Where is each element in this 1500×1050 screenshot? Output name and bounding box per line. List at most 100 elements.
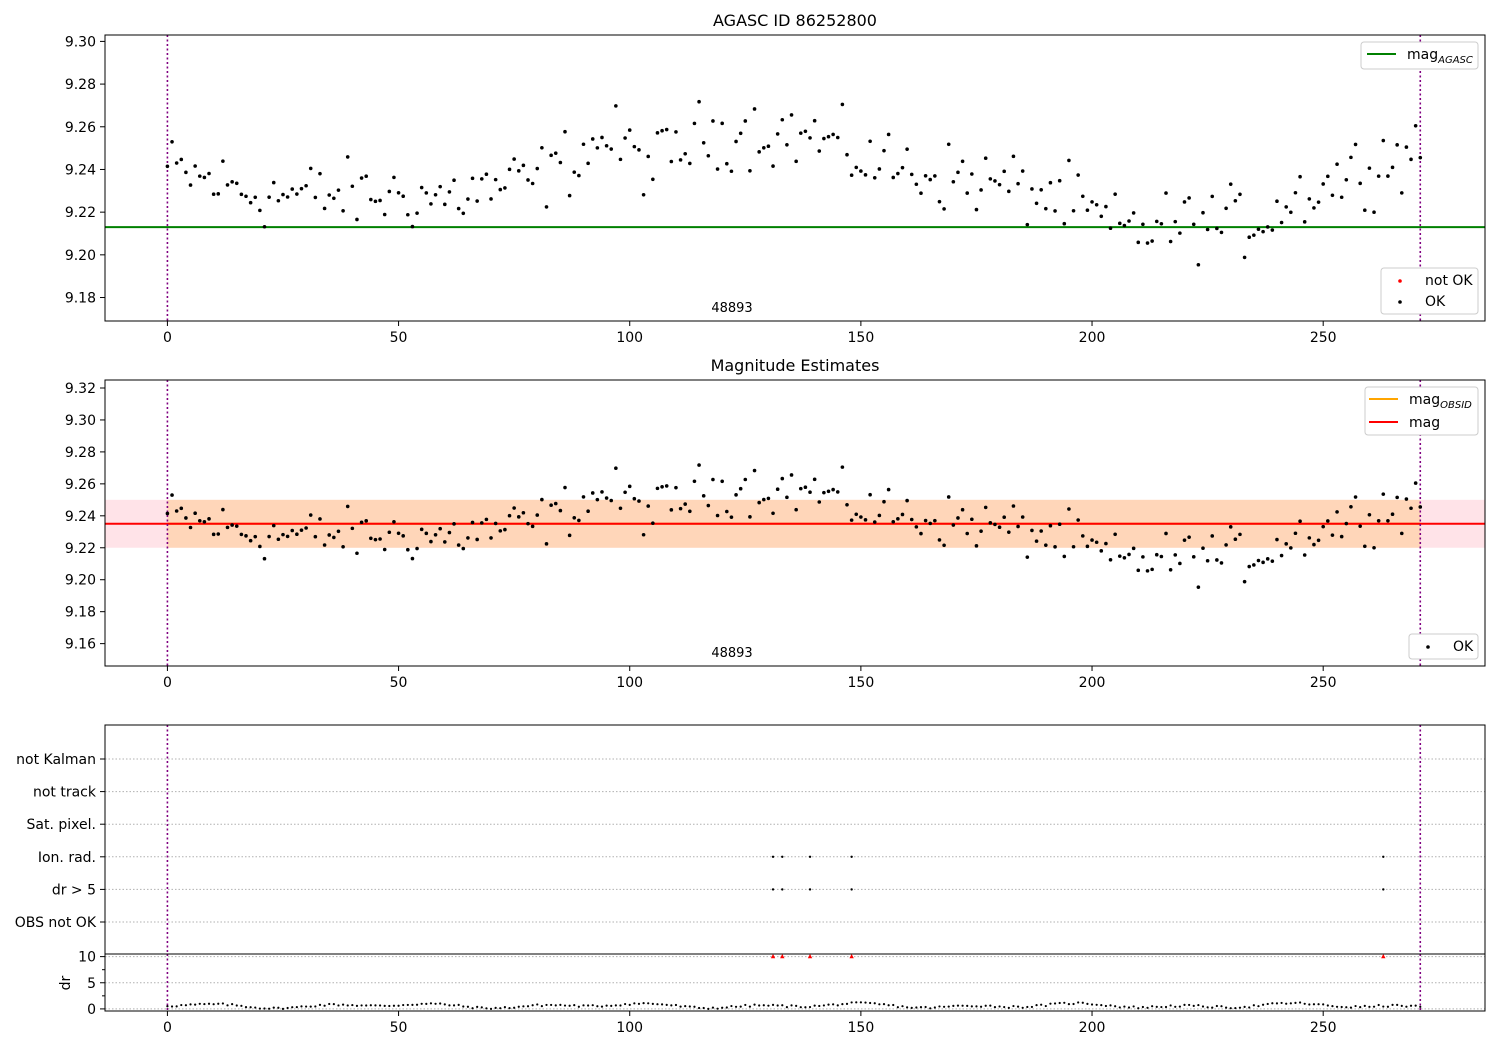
dr-clipped-marker xyxy=(849,954,854,959)
p2-ok-point xyxy=(295,532,299,537)
p2-ok-point xyxy=(1293,531,1298,536)
dr-point xyxy=(536,1003,539,1006)
p2-ytick-label-0: 9.16 xyxy=(65,637,96,653)
p2-ok-point xyxy=(350,526,355,531)
p1-ok-point xyxy=(359,176,364,180)
p1-ok-point xyxy=(1168,239,1173,244)
p2-ok-point xyxy=(345,504,350,509)
dr-point xyxy=(624,1002,627,1006)
p1-ok-point xyxy=(165,164,170,169)
p1-ok-point xyxy=(1238,192,1242,197)
dr-point xyxy=(1086,1002,1089,1005)
p1-ok-point xyxy=(859,169,863,173)
dr-point xyxy=(1317,1003,1320,1006)
p2-ok-point xyxy=(1048,523,1053,528)
p2-ok-point xyxy=(456,543,461,547)
p2-ok-point xyxy=(1187,535,1191,539)
dr-point xyxy=(341,1003,345,1006)
p1-ok-point xyxy=(600,135,604,140)
dr-point xyxy=(1271,1002,1274,1005)
p2-ok-point xyxy=(766,496,771,501)
dr-point xyxy=(305,1005,308,1008)
p1-ok-point xyxy=(669,159,674,164)
dr-point xyxy=(818,1004,821,1008)
p1-ok-point xyxy=(1215,226,1219,231)
p2-ok-point xyxy=(507,513,512,518)
legend-label-ok-2: OK xyxy=(1453,639,1474,655)
dr-point xyxy=(522,1005,525,1008)
flag-row-label: not track xyxy=(33,785,97,801)
p1-xtick-label-150: 150 xyxy=(848,330,875,346)
p1-ok-point xyxy=(831,132,835,137)
p1-ok-point xyxy=(1196,262,1201,267)
p2-ytick-label-4: 9.24 xyxy=(65,509,96,525)
p1-ok-point xyxy=(1326,174,1330,179)
dr-point xyxy=(693,1005,696,1008)
p2-ok-point xyxy=(743,477,748,482)
p2-ok-point xyxy=(997,525,1002,530)
p1-ok-point xyxy=(1173,219,1178,224)
dr-point xyxy=(647,1002,650,1005)
panel-1-plot-area: 0501001502002503009.189.209.229.249.269.… xyxy=(65,34,1485,346)
dr-point xyxy=(1164,1005,1168,1009)
p2-ok-point xyxy=(184,516,188,520)
p2-ok-point xyxy=(882,499,886,504)
p1-ok-point xyxy=(1154,219,1159,224)
dr-point xyxy=(873,1002,876,1005)
p2-ok-point xyxy=(290,528,295,533)
dr-point xyxy=(517,1005,520,1008)
p1-xtick-label-100: 100 xyxy=(616,330,643,346)
p1-ok-point xyxy=(401,194,405,198)
dr-point xyxy=(263,1007,266,1010)
dr-point xyxy=(1261,1003,1265,1006)
dr-point xyxy=(758,1004,761,1007)
dr-point xyxy=(198,1002,201,1005)
p2-ok-point xyxy=(697,463,701,467)
dr-point xyxy=(855,1001,858,1004)
p2-ok-point xyxy=(905,498,909,503)
p1-ok-point xyxy=(794,159,798,164)
p2-ok-point xyxy=(1113,532,1117,537)
dr-point xyxy=(781,1004,784,1007)
p1-ok-point xyxy=(216,192,221,196)
flag-point xyxy=(850,855,853,858)
p1-ok-point xyxy=(1279,220,1284,225)
p2-ok-point xyxy=(516,515,521,519)
p1-ok-point xyxy=(983,156,988,161)
p2-ytick-label-7: 9.30 xyxy=(65,413,96,429)
p2-ok-point xyxy=(970,517,974,522)
p1-ok-point xyxy=(1228,182,1233,186)
flag-row-label: not Kalman xyxy=(16,752,96,768)
p1-ok-point xyxy=(1210,194,1215,199)
panel-3-dr-frame xyxy=(104,953,1486,1012)
p1-ok-point xyxy=(1136,240,1141,245)
p1-ok-point xyxy=(1099,214,1104,219)
p2-ok-point xyxy=(600,490,604,494)
p1-ok-point xyxy=(225,183,230,187)
panel-magnitude-estimates: Magnitude Estimates 0501001502002503009.… xyxy=(65,356,1486,691)
dr-point xyxy=(1229,1007,1232,1010)
p2-ok-point xyxy=(803,485,808,490)
p1-ok-point xyxy=(1104,204,1108,209)
p1-ok-point xyxy=(956,170,960,175)
p2-ok-point xyxy=(678,506,683,511)
p2-ok-point xyxy=(1312,542,1316,547)
p1-ok-point xyxy=(1131,211,1136,215)
dr-point xyxy=(702,1006,705,1010)
p1-ok-point xyxy=(1002,169,1006,174)
p2-ok-point xyxy=(604,496,609,500)
p2-ok-point xyxy=(452,522,456,526)
p1-ok-point xyxy=(1413,123,1418,128)
p2-ok-point xyxy=(808,490,812,495)
p1-ok-point xyxy=(692,121,697,126)
p2-ok-point xyxy=(549,503,553,508)
dr-point xyxy=(836,1004,839,1007)
dr-point xyxy=(697,1006,701,1010)
p3-xtick-label: 200 xyxy=(1079,1020,1106,1036)
panel-2-title: Magnitude Estimates xyxy=(711,356,880,375)
p2-ok-point xyxy=(442,540,447,544)
p2-ok-point xyxy=(1418,505,1423,509)
dr-point xyxy=(360,1004,363,1007)
dr-point xyxy=(221,1002,224,1005)
dr-point xyxy=(244,1006,248,1009)
